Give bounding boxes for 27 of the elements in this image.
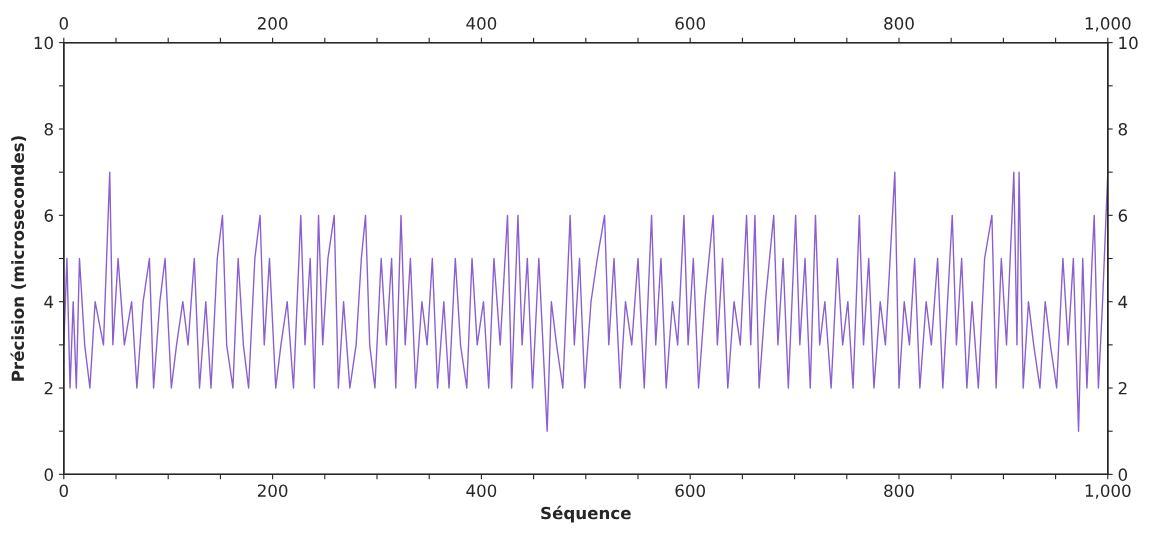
- x-tick-label: 1,000: [1085, 484, 1131, 499]
- x-tick-label: 0: [59, 484, 68, 497]
- x-tick-label: 800: [884, 484, 914, 497]
- y2-tick-label: 4: [1118, 295, 1128, 309]
- y2-tick-label: 10: [1119, 36, 1138, 50]
- x2-tick-label: 800: [884, 17, 914, 30]
- x2-tick-label: 200: [257, 17, 288, 30]
- y2-tick-label: 0: [1118, 468, 1128, 481]
- x-tick-label: 600: [675, 484, 705, 497]
- y-tick-label: 4: [44, 295, 54, 309]
- y-axis-title: Précision (microsecondes): [10, 136, 27, 381]
- y-tick-label: 6: [44, 209, 54, 222]
- x2-tick-label: 600: [675, 17, 705, 30]
- x2-tick-label: 400: [466, 17, 497, 30]
- y-tick-label: 10: [34, 36, 53, 50]
- x-axis-title: Séquence: [541, 505, 631, 523]
- y2-tick-label: 8: [1118, 122, 1127, 136]
- line-series: [63, 171, 1108, 432]
- y-tick-label: 8: [44, 122, 53, 136]
- x-tick-label: 400: [466, 484, 497, 497]
- y2-tick-label: 6: [1118, 209, 1128, 222]
- x-tick-label: 200: [257, 484, 288, 497]
- x2-tick-label: 0: [59, 17, 68, 30]
- y2-tick-label: 2: [1118, 381, 1127, 395]
- y-tick-label: 2: [44, 381, 53, 395]
- y-tick-label: 0: [44, 468, 53, 481]
- x2-tick-label: 1,000: [1085, 17, 1131, 32]
